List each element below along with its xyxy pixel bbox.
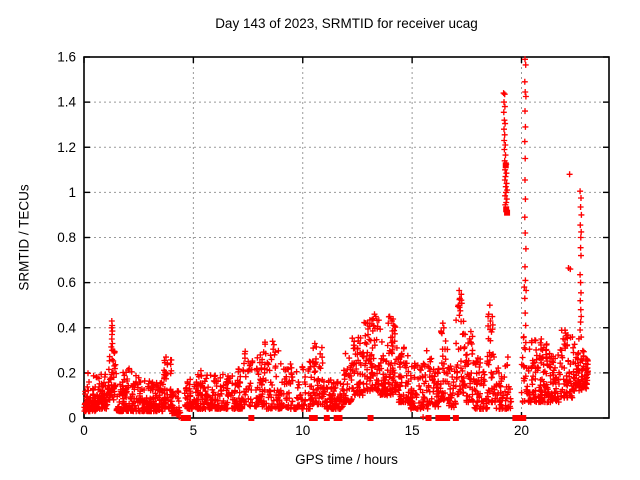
- series-srmtid-flagged-point: [180, 415, 187, 421]
- series-srmtid-flagged-point: [435, 415, 442, 421]
- y-tick-label: 1.6: [57, 50, 76, 65]
- x-tick-label: 15: [405, 423, 420, 438]
- y-tick-label: 0.6: [57, 275, 76, 290]
- chart-title: Day 143 of 2023, SRMTID for receiver uca…: [215, 16, 478, 31]
- series-srmtid-flagged-point: [336, 415, 343, 421]
- y-tick-label: 1.4: [57, 95, 76, 110]
- series-srmtid-flagged-point: [184, 415, 191, 421]
- y-tick-label: 0: [68, 411, 76, 426]
- series-srmtid-flagged-point: [502, 162, 509, 169]
- series-srmtid-flagged-point: [323, 415, 330, 421]
- series-srmtid-flagged-point: [520, 415, 527, 421]
- series-srmtid-flagged-point: [515, 415, 522, 421]
- y-tick-label: 0.2: [57, 365, 76, 380]
- series-srmtid-flagged-point: [440, 415, 447, 421]
- x-tick-label: 0: [80, 423, 88, 438]
- series-srmtid-flagged-point: [452, 415, 459, 421]
- series-srmtid-flagged-point: [504, 209, 511, 216]
- x-tick-label: 5: [190, 423, 198, 438]
- y-tick-label: 1.2: [57, 140, 76, 155]
- x-axis-title: GPS time / hours: [295, 452, 398, 467]
- x-tick-label: 10: [295, 423, 310, 438]
- series-srmtid-flagged-point: [367, 415, 374, 421]
- series-srmtid-flagged-point: [503, 206, 510, 213]
- x-tick-label: 20: [514, 423, 529, 438]
- series-srmtid-flagged-point: [444, 415, 451, 421]
- y-tick-label: 0.8: [57, 230, 76, 245]
- series-srmtid: [81, 56, 591, 421]
- series-srmtid-flagged-point: [311, 415, 318, 421]
- y-tick-label: 1: [68, 185, 76, 200]
- series-srmtid-flagged-point: [248, 415, 255, 421]
- series-srmtid-flagged-point: [425, 415, 432, 421]
- y-tick-label: 0.4: [57, 320, 76, 335]
- series-srmtid-flagged-point: [512, 415, 519, 421]
